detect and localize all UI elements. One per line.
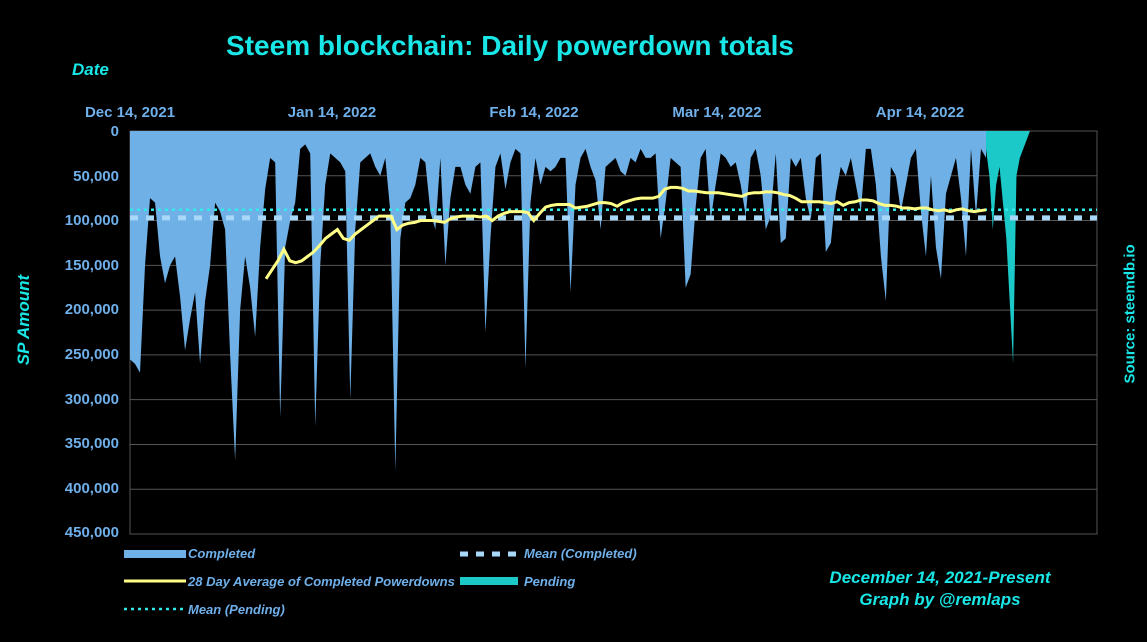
y-tick-label: 150,000 bbox=[64, 257, 119, 274]
y-tick-label: 100,000 bbox=[64, 212, 119, 229]
legend-label-mean-completed: Mean (Completed) bbox=[524, 546, 637, 561]
y-tick-label: 200,000 bbox=[64, 301, 119, 318]
x-tick-label: Feb 14, 2022 bbox=[489, 104, 579, 121]
credit-date-range: December 14, 2021-Present bbox=[829, 568, 1051, 587]
y-tick-label: 350,000 bbox=[64, 435, 119, 452]
y-tick-label: 250,000 bbox=[64, 346, 119, 363]
x-tick-label: Mar 14, 2022 bbox=[672, 104, 762, 121]
legend-swatch-pending bbox=[460, 577, 518, 585]
chart-title: Steem blockchain: Daily powerdown totals bbox=[226, 30, 794, 61]
pending-area bbox=[986, 131, 1030, 364]
y-tick-label: 0 bbox=[110, 123, 119, 140]
legend-label-pending: Pending bbox=[524, 574, 576, 589]
average-line bbox=[264, 185, 987, 280]
gridlines bbox=[130, 175, 1097, 535]
credit-author: Graph by @remlaps bbox=[859, 590, 1021, 609]
y-tick-label: 300,000 bbox=[64, 391, 119, 408]
legend-label-average: 28 Day Average of Completed Powerdowns bbox=[188, 574, 455, 589]
x-tick-label: Apr 14, 2022 bbox=[875, 104, 965, 121]
x-tick-label: Dec 14, 2021 bbox=[84, 104, 176, 121]
legend-label-completed: Completed bbox=[188, 546, 256, 561]
y-tick-label: 450,000 bbox=[64, 524, 119, 541]
y-tick-label: 50,000 bbox=[73, 168, 119, 185]
x-tick-label: Jan 14, 2022 bbox=[287, 104, 377, 121]
legend-swatch-completed bbox=[124, 550, 186, 558]
x-axis-label: Date bbox=[72, 60, 109, 79]
y-tick-label: 400,000 bbox=[64, 480, 119, 497]
plot-frame bbox=[129, 130, 1098, 535]
completed-area bbox=[130, 131, 986, 472]
legend-label-mean-pending: Mean (Pending) bbox=[188, 602, 285, 617]
